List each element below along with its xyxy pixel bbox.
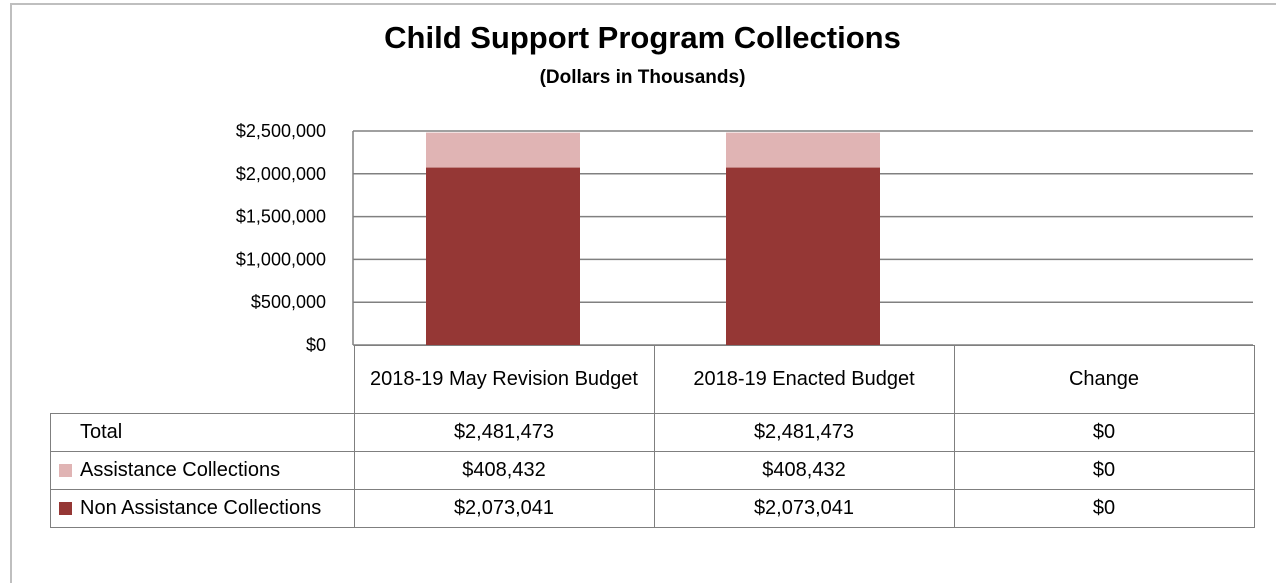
row-label-assistance: Assistance Collections xyxy=(50,451,355,490)
row-label-text: Assistance Collections xyxy=(80,459,281,481)
chart-subtitle: (Dollars in Thousands) xyxy=(539,67,746,88)
table-cell: $2,481,473 xyxy=(653,413,955,452)
bar-non-assistance xyxy=(726,167,880,345)
table-cell: $0 xyxy=(953,489,1255,528)
table-cell: $408,432 xyxy=(653,451,955,490)
table-cell: $2,073,041 xyxy=(353,489,655,528)
column-header-may-revision: 2018-19 May Revision Budget xyxy=(353,345,655,414)
row-label-non-assistance: Non Assistance Collections xyxy=(50,489,355,528)
legend-spacer xyxy=(59,426,72,439)
y-tick-label: $500,000 xyxy=(251,292,326,312)
y-tick-label: $2,000,000 xyxy=(236,164,326,184)
chart-plot: $0$500,000$1,000,000$1,500,000$2,000,000… xyxy=(236,121,1253,355)
bar-non-assistance xyxy=(426,167,580,345)
chart-frame xyxy=(10,3,1276,583)
table-cell: $408,432 xyxy=(353,451,655,490)
bar-assistance xyxy=(726,132,880,168)
y-tick-label: $2,500,000 xyxy=(236,121,326,141)
column-header-enacted: 2018-19 Enacted Budget xyxy=(653,345,955,414)
legend-swatch-non-assistance xyxy=(59,502,72,515)
table-cell: $2,481,473 xyxy=(353,413,655,452)
column-header-change: Change xyxy=(953,345,1255,414)
table-row-total: Total $2,481,473 $2,481,473 $0 xyxy=(50,413,1255,452)
table-row-assistance: Assistance Collections $408,432 $408,432… xyxy=(50,451,1255,490)
data-table: 2018-19 May Revision Budget 2018-19 Enac… xyxy=(50,345,1255,528)
bar-assistance xyxy=(426,132,580,168)
legend-swatch-assistance xyxy=(59,464,72,477)
table-header-row: 2018-19 May Revision Budget 2018-19 Enac… xyxy=(50,345,1255,414)
table-corner xyxy=(50,345,355,414)
row-label-text: Non Assistance Collections xyxy=(80,497,322,519)
y-tick-label: $1,000,000 xyxy=(236,249,326,269)
table-row-non-assistance: Non Assistance Collections $2,073,041 $2… xyxy=(50,489,1255,528)
chart-title: Child Support Program Collections xyxy=(384,20,901,55)
row-label-text: Total xyxy=(80,421,123,443)
table-cell: $0 xyxy=(953,413,1255,452)
table-cell: $2,073,041 xyxy=(653,489,955,528)
table-cell: $0 xyxy=(953,451,1255,490)
row-label-total: Total xyxy=(50,413,355,452)
y-tick-label: $1,500,000 xyxy=(236,207,326,227)
